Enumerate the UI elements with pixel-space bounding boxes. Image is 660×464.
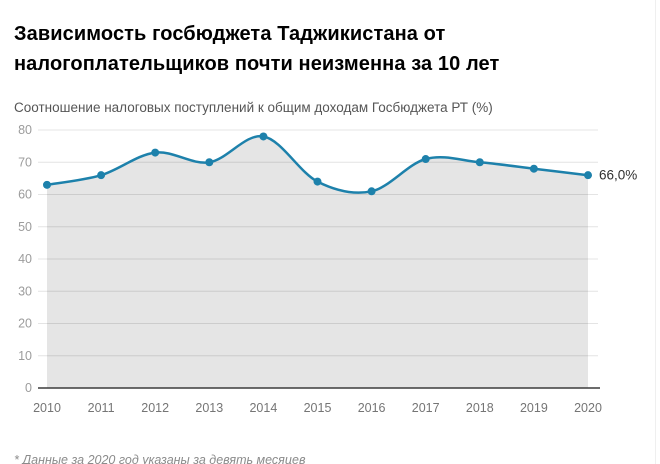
- x-tick-label-2020: 2020: [574, 401, 602, 415]
- x-tick-label-2015: 2015: [304, 401, 332, 415]
- data-point-2016: [367, 187, 376, 196]
- data-point-2019: [529, 164, 538, 173]
- points-group: [43, 132, 592, 196]
- data-point-2017: [421, 155, 430, 164]
- x-tick-label-2012: 2012: [141, 401, 169, 415]
- labels-group: 0 10 20 30 40 50 60 70 80 2010 2011 2012 2013 2014 201…: [18, 123, 637, 415]
- y-tick-label: 50: [18, 220, 32, 234]
- x-tick-label-2011: 2011: [88, 401, 115, 415]
- data-point-2010: [43, 180, 51, 189]
- area-group: [47, 136, 588, 388]
- x-tick-label-2017: 2017: [412, 401, 440, 415]
- data-point-2015: [313, 177, 322, 186]
- data-point-2012: [151, 148, 160, 157]
- x-tick-label-2016: 2016: [358, 401, 386, 415]
- x-tick-label-2014: 2014: [249, 401, 277, 415]
- widget-right-border: [655, 0, 656, 464]
- data-point-2018: [475, 158, 484, 167]
- x-tick-label-2010: 2010: [33, 401, 61, 415]
- y-tick-label: 60: [18, 188, 32, 202]
- gridlines-group: [38, 129, 598, 389]
- y-tick-label: 40: [18, 252, 32, 266]
- y-tick-label: 30: [18, 284, 32, 298]
- x-tick-label-2013: 2013: [195, 401, 223, 415]
- x-tick-label-2019: 2019: [520, 401, 548, 415]
- y-tick-label: 80: [18, 123, 32, 137]
- y-tick-label: 0: [25, 381, 32, 395]
- area-fill: [47, 136, 588, 388]
- data-point-2014: [259, 132, 268, 141]
- line-chart: 0 10 20 30 40 50 60 70 80 2010 2011 2012 2013 2014 201…: [18, 123, 637, 415]
- y-tick-label: 20: [18, 317, 32, 331]
- y-tick-label: 70: [18, 155, 32, 169]
- x-tick-label-2018: 2018: [466, 401, 494, 415]
- chart-title: Зависимость госбюджета Таджикистана от н…: [14, 23, 500, 76]
- chart-subtitle: Соотношение налоговых поступлений к общи…: [14, 99, 493, 115]
- data-point-2020: [584, 171, 592, 180]
- data-point-2011: [97, 171, 106, 180]
- data-point-2013: [205, 158, 214, 167]
- y-tick-label: 10: [18, 349, 32, 363]
- chart-footnote: * Данные за 2020 год указаны за девять м…: [14, 452, 306, 464]
- end-value-label: 66,0%: [599, 168, 637, 183]
